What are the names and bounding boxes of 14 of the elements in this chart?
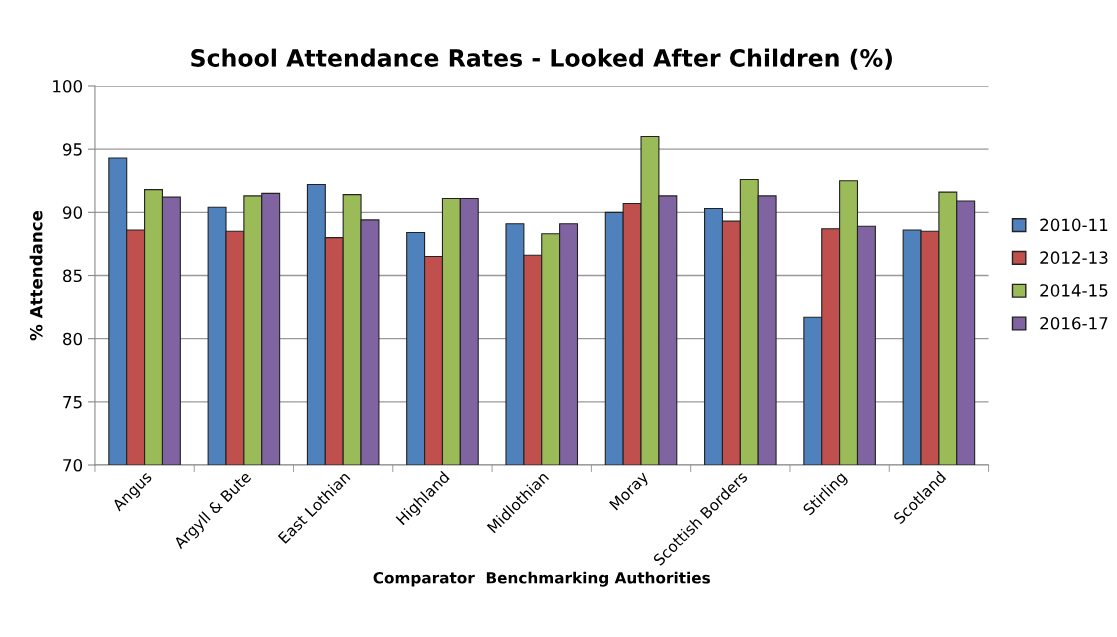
y-tick-label: 95 (62, 143, 82, 156)
legend-label: 2010-11 (1040, 218, 1108, 232)
chart-title: School Attendance Rates - Looked After Children (%) (191, 48, 892, 70)
y-tick-label: 70 (63, 458, 83, 472)
y-tick-label: 90 (62, 206, 83, 219)
y-tick-label: 75 (63, 396, 82, 409)
x-axis-title: Comparator Benchmarking Authorities (373, 571, 710, 587)
y-axis-title: % Attendance (29, 210, 43, 341)
legend-label: 2012-13 (1040, 251, 1108, 264)
legend-label: 2014-15 (1040, 284, 1108, 297)
legend-label: 2016-17 (1040, 316, 1108, 330)
y-tick-label: 100 (53, 79, 83, 93)
y-tick-label: 85 (63, 269, 82, 283)
y-tick-label: 80 (63, 332, 83, 346)
